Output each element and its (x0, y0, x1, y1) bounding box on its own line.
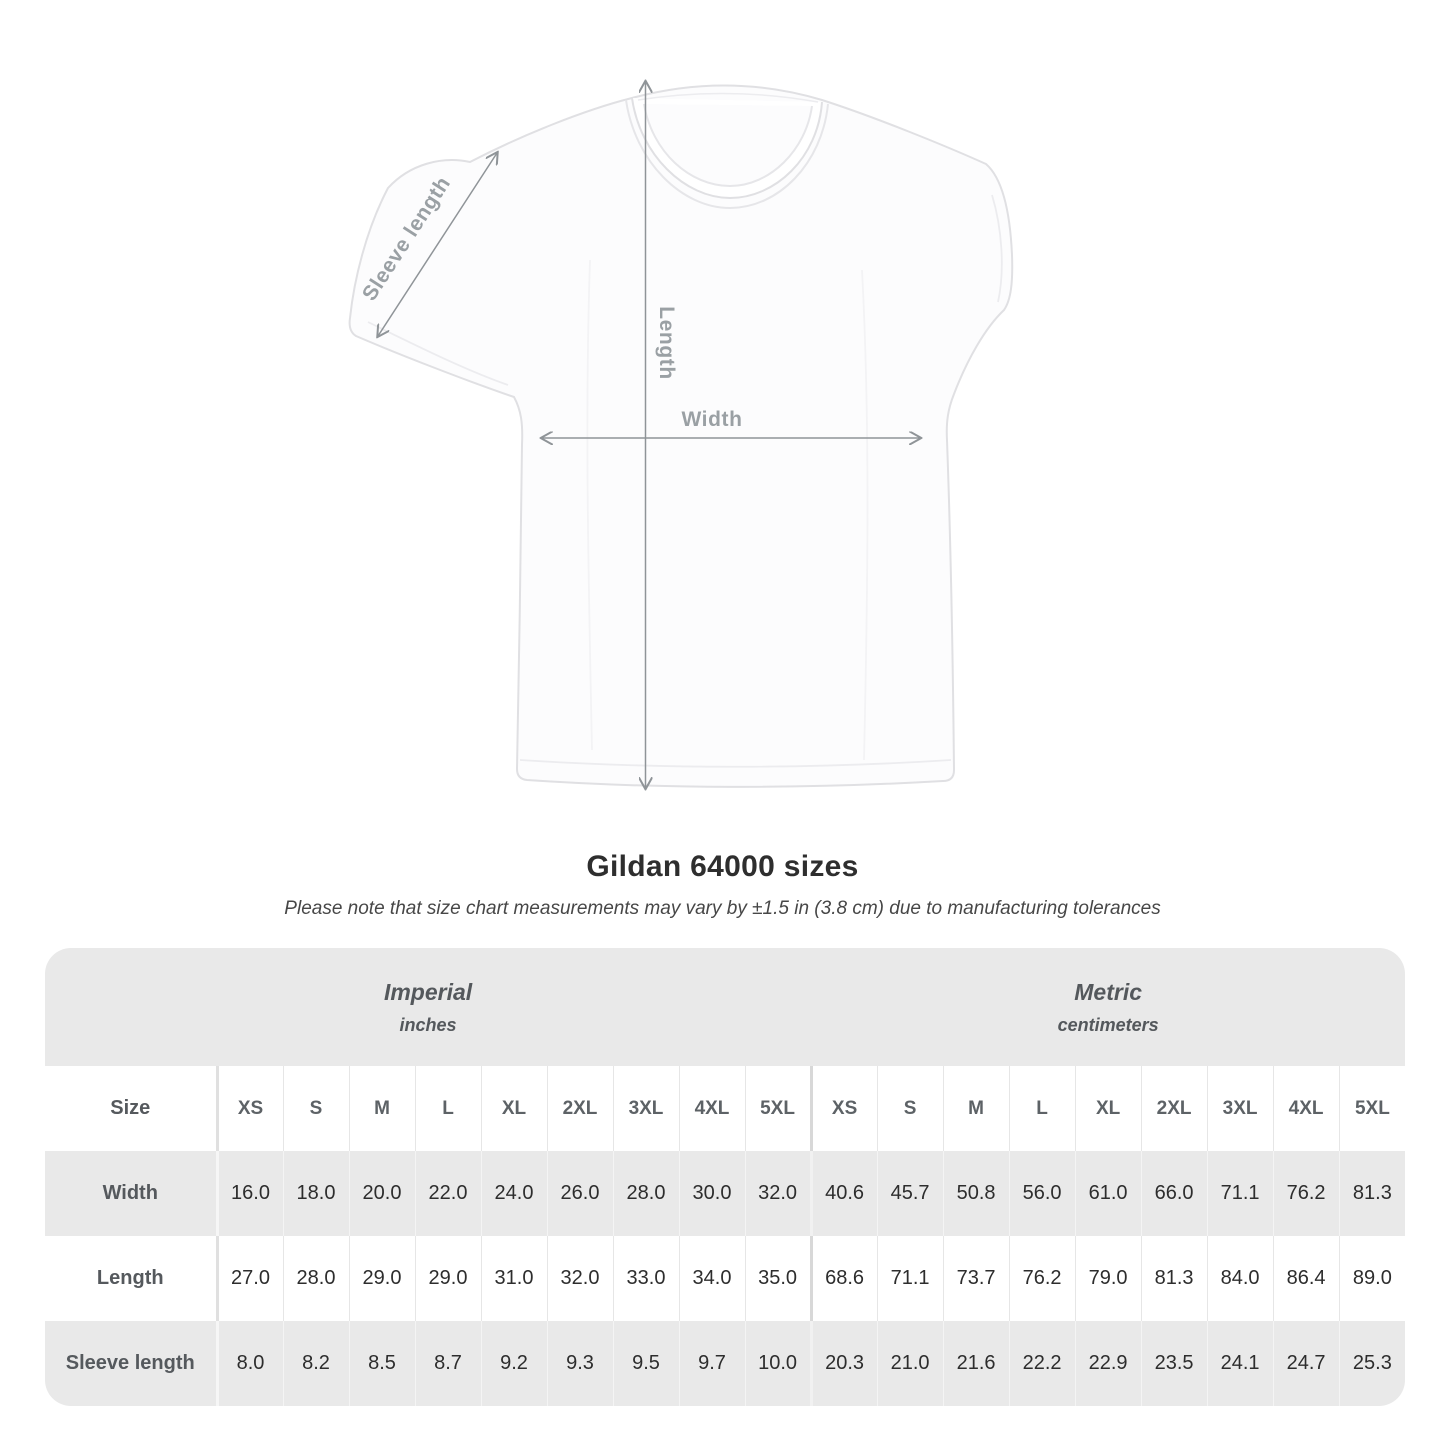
size-cell: M (942, 1066, 1010, 1151)
size-cell: S (282, 1066, 349, 1151)
value-cell: 71.1 (1206, 1151, 1274, 1236)
value-cell: 28.0 (282, 1236, 349, 1321)
size-cell: 2XL (1140, 1066, 1208, 1151)
value-cell: 32.0 (546, 1236, 613, 1321)
value-cell: 29.0 (414, 1236, 481, 1321)
value-cell: 84.0 (1206, 1236, 1274, 1321)
value-cell: 76.2 (1008, 1236, 1076, 1321)
value-cell: 8.5 (348, 1321, 415, 1406)
imperial-unit: inches (399, 1014, 457, 1035)
value-cell: 79.0 (1074, 1236, 1142, 1321)
size-cell: L (1008, 1066, 1076, 1151)
value-cell: 81.3 (1338, 1151, 1405, 1236)
size-cell: XL (1074, 1066, 1142, 1151)
value-cell: 76.2 (1272, 1151, 1340, 1236)
width-label: Width (681, 408, 743, 431)
value-cell: 30.0 (678, 1151, 745, 1236)
value-cell: 40.6 (809, 1151, 878, 1236)
value-cell: 56.0 (1008, 1151, 1076, 1236)
value-cell: 24.0 (480, 1151, 547, 1236)
value-cell: 28.0 (612, 1151, 679, 1236)
value-cell: 22.0 (414, 1151, 481, 1236)
value-cell: 18.0 (282, 1151, 349, 1236)
value-cell: 8.7 (414, 1321, 481, 1406)
size-cell: S (876, 1066, 944, 1151)
value-cell: 25.3 (1338, 1321, 1405, 1406)
width-row-label: Width (45, 1151, 217, 1236)
imperial-header: Imperial inches (45, 948, 812, 1066)
tshirt-image (348, 60, 1014, 820)
length-label: Length (655, 306, 678, 380)
size-cell: 5XL (1338, 1066, 1405, 1151)
metric-label: Metric (1074, 978, 1143, 1005)
value-cell: 86.4 (1272, 1236, 1340, 1321)
value-cell: 26.0 (546, 1151, 613, 1236)
sleeve-length-row: Sleeve length 8.0 8.2 8.5 8.7 9.2 9.3 9.… (45, 1321, 1405, 1406)
metric-unit: centimeters (1057, 1014, 1159, 1035)
value-cell: 24.1 (1206, 1321, 1274, 1406)
value-cell: 8.2 (282, 1321, 349, 1406)
value-cell: 89.0 (1338, 1236, 1405, 1321)
sleeve-row-label: Sleeve length (45, 1321, 217, 1406)
value-cell: 35.0 (744, 1236, 812, 1321)
value-cell: 50.8 (942, 1151, 1010, 1236)
value-cell: 81.3 (1140, 1236, 1208, 1321)
value-cell: 29.0 (348, 1236, 415, 1321)
value-cell: 68.6 (809, 1236, 878, 1321)
size-cell: XL (480, 1066, 547, 1151)
value-cell: 73.7 (942, 1236, 1010, 1321)
value-cell: 61.0 (1074, 1151, 1142, 1236)
value-cell: 22.9 (1074, 1321, 1142, 1406)
value-cell: 27.0 (215, 1236, 283, 1321)
value-cell: 34.0 (678, 1236, 745, 1321)
value-cell: 16.0 (215, 1151, 283, 1236)
value-cell: 9.7 (678, 1321, 745, 1406)
length-row: Length 27.0 28.0 29.0 29.0 31.0 32.0 33.… (45, 1236, 1405, 1321)
size-cell: XS (215, 1066, 283, 1151)
size-cell: 3XL (612, 1066, 679, 1151)
value-cell: 32.0 (744, 1151, 812, 1236)
units-header-row: Imperial inches Metric centimeters (45, 948, 1405, 1066)
value-cell: 71.1 (876, 1236, 944, 1321)
size-cell: L (414, 1066, 481, 1151)
value-cell: 66.0 (1140, 1151, 1208, 1236)
sleeve-length-arrow (378, 153, 497, 336)
size-cell: XS (809, 1066, 878, 1151)
value-cell: 20.3 (809, 1321, 878, 1406)
value-cell: 20.0 (348, 1151, 415, 1236)
value-cell: 21.6 (942, 1321, 1010, 1406)
tshirt-diagram: Sleeve length Length Width (340, 60, 1020, 820)
value-cell: 24.7 (1272, 1321, 1340, 1406)
metric-header: Metric centimeters (811, 948, 1405, 1066)
size-table-grid: Imperial inches Metric centimeters Size … (45, 948, 1405, 1406)
page-title: Gildan 64000 sizes (586, 850, 859, 883)
seam-lines (367, 194, 1003, 768)
size-cell: 3XL (1206, 1066, 1274, 1151)
value-cell: 31.0 (480, 1236, 547, 1321)
size-cell: 5XL (744, 1066, 812, 1151)
size-cell: 4XL (678, 1066, 745, 1151)
value-cell: 21.0 (876, 1321, 944, 1406)
value-cell: 9.5 (612, 1321, 679, 1406)
value-cell: 22.2 (1008, 1321, 1076, 1406)
size-table: Imperial inches Metric centimeters Size … (45, 948, 1405, 1406)
length-row-label: Length (96, 1267, 164, 1289)
size-cell: M (348, 1066, 415, 1151)
imperial-label: Imperial (383, 978, 473, 1005)
value-cell: 23.5 (1140, 1321, 1208, 1406)
value-cell: 45.7 (876, 1151, 944, 1236)
value-cell: 9.2 (480, 1321, 547, 1406)
width-row: Width 16.0 18.0 20.0 22.0 24.0 26.0 28.0… (45, 1151, 1405, 1236)
value-cell: 33.0 (612, 1236, 679, 1321)
size-cell: 2XL (546, 1066, 613, 1151)
value-cell: 9.3 (546, 1321, 613, 1406)
value-cell: 10.0 (744, 1321, 812, 1406)
size-cell: 4XL (1272, 1066, 1340, 1151)
value-cell: 8.0 (215, 1321, 283, 1406)
size-header-row: Size XS S M L XL 2XL 3XL 4XL 5XL XS S M … (45, 1066, 1405, 1151)
size-row-label: Size (110, 1097, 151, 1119)
tolerance-note: Please note that size chart measurements… (284, 898, 1161, 919)
